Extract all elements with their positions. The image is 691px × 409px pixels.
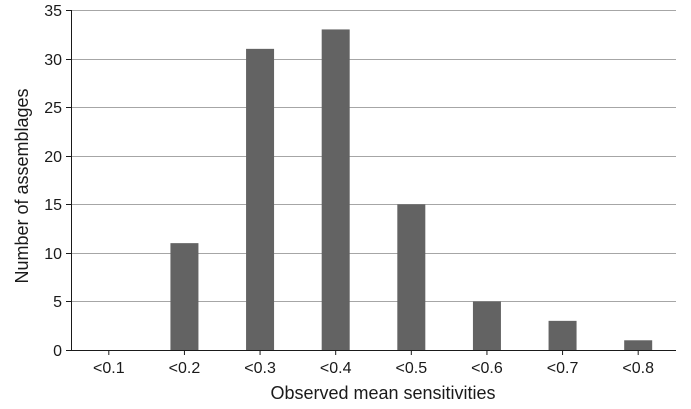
bars	[170, 29, 653, 351]
x-axis-label: Observed mean sensitivities	[270, 383, 495, 403]
y-axis-label: Number of assemblages	[12, 88, 32, 283]
x-tick-label: <0.8	[622, 360, 654, 377]
y-tick-label: 15	[44, 197, 62, 214]
bar	[548, 320, 577, 350]
x-tick-label: <0.6	[471, 360, 503, 377]
axes	[66, 10, 676, 355]
bar	[170, 243, 199, 350]
y-tick-label: 10	[44, 246, 62, 263]
x-tick-label: <0.7	[547, 360, 579, 377]
x-tick-label: <0.3	[244, 360, 276, 377]
bar	[624, 340, 653, 350]
y-tick-label: 0	[53, 343, 62, 360]
y-tick-labels: 0 5 10 15 20 25 30 35	[44, 3, 62, 360]
y-tick-label: 30	[44, 52, 62, 69]
y-tick-label: 20	[44, 149, 62, 166]
y-tick-label: 35	[44, 3, 62, 20]
bar	[321, 29, 350, 351]
x-tick-label: <0.4	[320, 360, 352, 377]
y-tick-label: 25	[44, 100, 62, 117]
x-tick-label: <0.2	[169, 360, 201, 377]
bar	[472, 301, 501, 350]
x-tick-label: <0.5	[396, 360, 428, 377]
bar	[246, 48, 275, 350]
x-tick-labels: <0.1 <0.2 <0.3 <0.4 <0.5 <0.6 <0.7 <0.8	[93, 360, 654, 377]
gridlines	[71, 10, 676, 302]
x-tick-label: <0.1	[93, 360, 125, 377]
bar	[397, 204, 426, 350]
y-tick-label: 5	[53, 294, 62, 311]
